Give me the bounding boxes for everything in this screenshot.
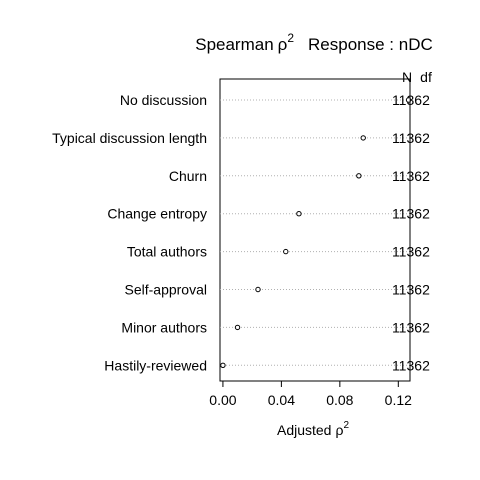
category-label: Change entropy — [107, 206, 207, 222]
df-value: 2 — [422, 319, 430, 335]
category-label: Hastily-reviewed — [104, 357, 207, 373]
column-header-df: df — [420, 69, 432, 85]
df-value: 2 — [422, 357, 430, 373]
n-value: 1136 — [392, 357, 422, 373]
x-tick-label: 0.12 — [385, 392, 412, 408]
category-label: No discussion — [120, 92, 207, 108]
x-tick-label: 0.00 — [209, 392, 236, 408]
df-value: 2 — [422, 130, 430, 146]
category-label: Churn — [169, 168, 207, 184]
n-value: 1136 — [392, 206, 422, 222]
title-response: Response : nDC — [308, 35, 433, 54]
data-point — [283, 248, 289, 255]
x-tick-label: 0.04 — [268, 392, 295, 408]
title-power: 2 — [287, 31, 294, 45]
df-value: 2 — [422, 282, 430, 298]
title-metric: Spearman — [195, 35, 273, 54]
xlabel-text: Adjusted — [277, 422, 331, 438]
plot-frame — [219, 78, 411, 382]
category-label: Typical discussion length — [52, 130, 207, 146]
category-label: Total authors — [127, 244, 207, 260]
column-header-n: N — [402, 69, 412, 85]
x-axis: 0.00 0.04 0.08 0.12 — [209, 381, 412, 408]
xlabel-symbol: ρ — [335, 422, 343, 438]
df-value: 2 — [422, 92, 430, 108]
data-point — [405, 97, 412, 103]
title-symbol: ρ — [278, 35, 288, 54]
n-value: 1136 — [392, 282, 422, 298]
data-point — [296, 211, 302, 217]
df-value: 2 — [422, 244, 430, 260]
n-value: 1136 — [392, 130, 422, 146]
n-value: 1136 — [392, 244, 422, 260]
data-point — [360, 135, 366, 141]
df-value: 2 — [422, 206, 430, 222]
data-point — [356, 173, 362, 179]
n-value: 1136 — [392, 92, 422, 108]
x-tick-label: 0.08 — [326, 392, 353, 408]
n-value: 1136 — [392, 168, 422, 184]
chart-title: Spearman ρ2 Response : nDC — [195, 31, 433, 54]
n-value: 1136 — [392, 319, 422, 335]
category-label: Minor authors — [121, 319, 207, 335]
data-point — [220, 362, 226, 368]
category-label: Self-approval — [125, 282, 208, 298]
xlabel-power: 2 — [343, 420, 349, 431]
data-point — [234, 324, 241, 331]
data-point — [255, 286, 261, 293]
df-value: 2 — [422, 168, 430, 184]
x-axis-label: Adjusted ρ2 — [277, 420, 349, 438]
